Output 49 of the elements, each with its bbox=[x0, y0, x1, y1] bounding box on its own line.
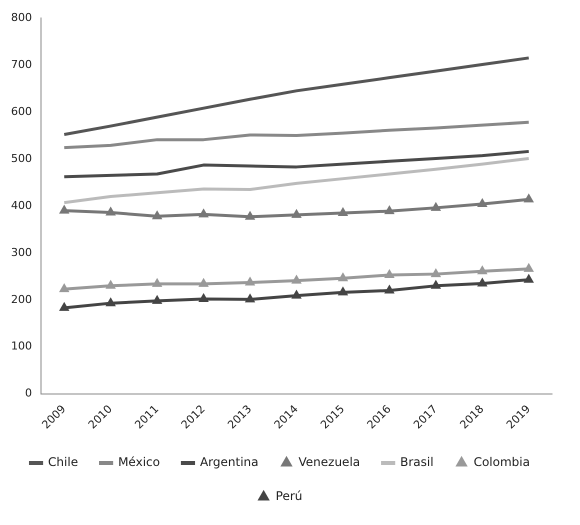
point bbox=[291, 208, 302, 218]
y-tick-label: 700 bbox=[10, 58, 32, 71]
y-tick-label: 500 bbox=[10, 152, 32, 165]
y-tick-label: 0 bbox=[24, 386, 32, 400]
point bbox=[59, 204, 70, 214]
y-tick-label: 200 bbox=[10, 292, 32, 306]
legend-label: Venezuela bbox=[298, 455, 360, 470]
point bbox=[477, 198, 488, 208]
point bbox=[430, 202, 442, 211]
point bbox=[384, 205, 395, 214]
point bbox=[244, 293, 256, 302]
legend-label: Argentina bbox=[200, 455, 259, 470]
point bbox=[430, 280, 442, 289]
point bbox=[291, 274, 302, 284]
point bbox=[59, 302, 70, 311]
legend-label: Colombia bbox=[474, 455, 530, 470]
point bbox=[291, 290, 302, 299]
point bbox=[524, 274, 534, 283]
point bbox=[338, 286, 348, 296]
legend-label: Perú bbox=[276, 489, 302, 504]
point bbox=[244, 276, 256, 286]
point bbox=[152, 278, 162, 287]
legend-label: México bbox=[118, 455, 160, 470]
point bbox=[384, 284, 395, 294]
y-tick-label: 300 bbox=[10, 246, 32, 259]
point bbox=[152, 294, 162, 304]
y-tick-label: 100 bbox=[10, 340, 32, 353]
legend-label: Chile bbox=[48, 455, 78, 470]
point bbox=[244, 210, 256, 220]
legend-label: Brasil bbox=[400, 455, 434, 470]
point bbox=[198, 278, 209, 287]
y-tick-label: 400 bbox=[10, 198, 32, 212]
point bbox=[338, 206, 348, 216]
point bbox=[477, 277, 488, 286]
point bbox=[59, 283, 70, 292]
point bbox=[430, 268, 442, 278]
y-tick-label: 800 bbox=[10, 10, 32, 24]
point bbox=[105, 206, 116, 216]
y-tick-label: 600 bbox=[10, 104, 32, 118]
point bbox=[152, 210, 162, 220]
point bbox=[198, 208, 209, 218]
point bbox=[105, 280, 116, 289]
point bbox=[198, 292, 209, 302]
point bbox=[477, 265, 488, 274]
point bbox=[338, 272, 348, 282]
point bbox=[105, 297, 116, 306]
point bbox=[384, 269, 395, 278]
point bbox=[524, 193, 534, 202]
point bbox=[524, 262, 534, 272]
